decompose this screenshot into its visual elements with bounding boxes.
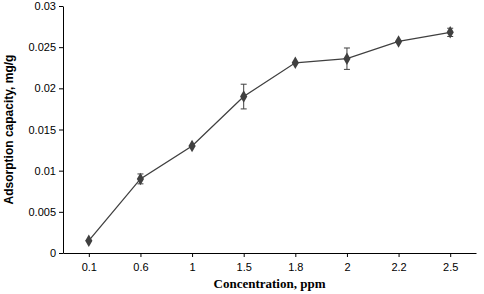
x-tick-mark bbox=[347, 253, 348, 257]
x-tick: 2 bbox=[344, 253, 350, 273]
y-axis: 0 0.005 0.01 0.015 0.02 0.025 0.03 bbox=[28, 0, 63, 259]
y-tick-label: 0.03 bbox=[35, 0, 56, 12]
y-tick-label: 0.02 bbox=[35, 82, 56, 94]
error-bar-cap bbox=[241, 84, 247, 85]
x-tick-label: 0.6 bbox=[133, 261, 148, 273]
data-point bbox=[85, 234, 92, 246]
y-tick-label: 0.015 bbox=[28, 124, 56, 136]
error-bar-cap bbox=[344, 47, 350, 48]
x-tick-mark bbox=[140, 253, 141, 257]
x-tick: 2.2 bbox=[391, 253, 406, 273]
data-point bbox=[395, 35, 402, 47]
x-tick-mark bbox=[295, 253, 296, 257]
x-axis-line bbox=[64, 253, 477, 254]
y-tick-label: 0.01 bbox=[35, 165, 56, 177]
x-axis: 0.1 0.6 1 1.5 1.8 2 2.2 2.5 bbox=[64, 253, 477, 273]
x-tick: 0.1 bbox=[82, 253, 97, 273]
y-tick: 0.005 bbox=[28, 206, 63, 218]
y-axis-line bbox=[63, 7, 64, 254]
y-tick-label: 0 bbox=[50, 247, 56, 259]
x-tick: 2.5 bbox=[443, 253, 458, 273]
x-tick-label: 0.1 bbox=[82, 261, 97, 273]
x-tick-mark bbox=[399, 253, 400, 257]
x-tick-label: 1.5 bbox=[237, 261, 252, 273]
y-tick: 0 bbox=[50, 247, 63, 259]
y-tick-mark bbox=[59, 130, 63, 131]
y-tick: 0.01 bbox=[35, 165, 63, 177]
y-tick: 0.03 bbox=[35, 0, 63, 12]
y-axis-title: Adsorption capacity, mg/g bbox=[2, 55, 16, 205]
chart: 0 0.005 0.01 0.015 0.02 0.025 0.03 0.1 0.6 1 1.5 1.… bbox=[0, 0, 484, 294]
error-bar-cap bbox=[241, 108, 247, 109]
data-line bbox=[89, 32, 450, 240]
data-point bbox=[343, 52, 350, 64]
data-layer bbox=[85, 26, 454, 247]
y-tick-label: 0.025 bbox=[28, 41, 56, 53]
y-tick-mark bbox=[59, 253, 63, 254]
x-tick-label: 2.5 bbox=[443, 261, 458, 273]
x-tick-label: 2.2 bbox=[391, 261, 406, 273]
x-axis-title: Concentration, ppm bbox=[214, 276, 326, 291]
y-tick-mark bbox=[59, 88, 63, 89]
y-tick-mark bbox=[59, 171, 63, 172]
data-point bbox=[292, 57, 299, 69]
error-bar-cap bbox=[344, 69, 350, 70]
data-point bbox=[447, 26, 454, 38]
x-tick: 1.5 bbox=[237, 253, 252, 273]
x-tick-mark bbox=[244, 253, 245, 257]
data-point bbox=[188, 140, 195, 152]
error-bar bbox=[241, 84, 247, 109]
x-tick-label: 1 bbox=[190, 261, 196, 273]
data-point bbox=[137, 173, 144, 185]
y-tick: 0.015 bbox=[28, 124, 63, 136]
y-tick-mark bbox=[59, 47, 63, 48]
y-tick-mark bbox=[59, 6, 63, 7]
x-tick-mark bbox=[89, 253, 90, 257]
y-tick-label: 0.005 bbox=[28, 206, 56, 218]
x-tick-label: 1.8 bbox=[288, 261, 303, 273]
x-tick-label: 2 bbox=[344, 261, 350, 273]
y-tick-mark bbox=[59, 212, 63, 213]
x-tick-mark bbox=[192, 253, 193, 257]
x-tick: 0.6 bbox=[133, 253, 148, 273]
y-tick: 0.02 bbox=[35, 82, 63, 94]
x-tick: 1 bbox=[190, 253, 196, 273]
error-bar bbox=[344, 48, 350, 69]
plot-area: 0 0.005 0.01 0.015 0.02 0.025 0.03 0.1 0.6 1 1.5 1.… bbox=[28, 0, 476, 273]
x-tick-mark bbox=[450, 253, 451, 257]
y-tick: 0.025 bbox=[28, 41, 63, 53]
x-tick: 1.8 bbox=[288, 253, 303, 273]
data-point bbox=[240, 90, 247, 102]
